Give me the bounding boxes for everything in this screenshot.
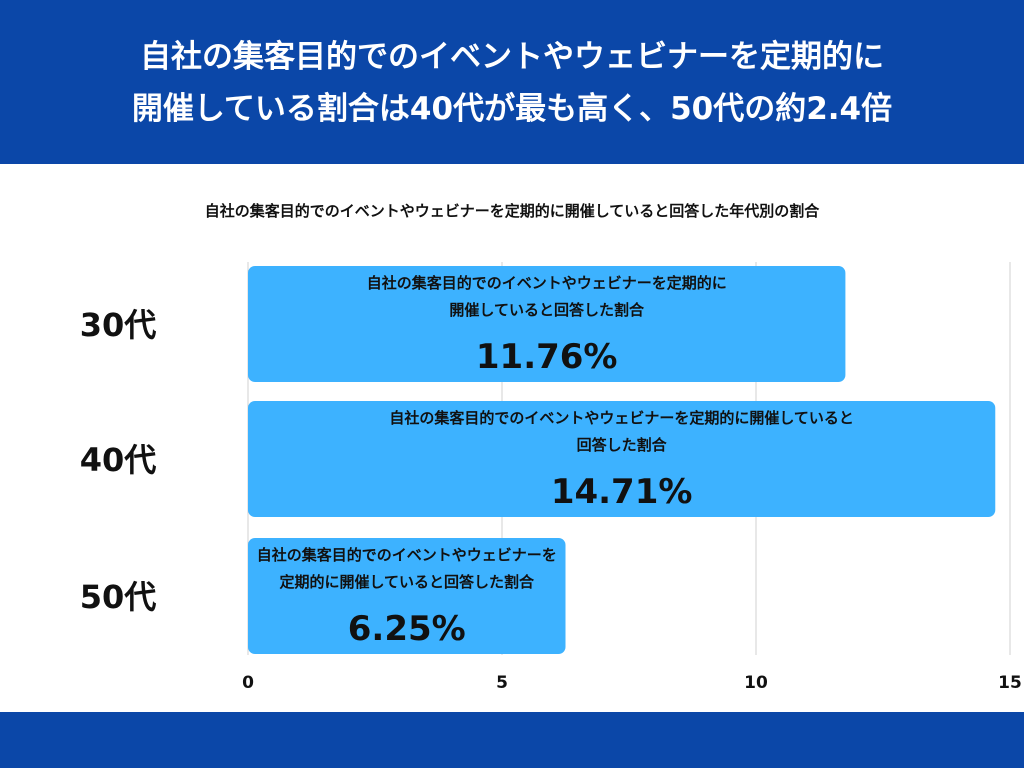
page-title-line-2: 開催している割合は40代が最も高く、50代の約2.4倍 xyxy=(131,91,893,127)
bar xyxy=(248,266,846,382)
bar-text-line: 自社の集客目的でのイベントやウェビナーを xyxy=(257,546,557,564)
chart-title: 自社の集客目的でのイベントやウェビナーを定期的に開催していると回答した年代別の割… xyxy=(204,202,820,220)
header-banner: 自社の集客目的でのイベントやウェビナーを定期的に 開催している割合は40代が最も… xyxy=(0,0,1024,164)
bar xyxy=(248,538,566,654)
footer-banner xyxy=(0,712,1024,768)
x-tick-label: 15 xyxy=(998,673,1022,693)
x-tick-label: 5 xyxy=(496,673,508,693)
bar-text-line: 回答した割合 xyxy=(577,436,668,454)
page-title-line-1: 自社の集客目的でのイベントやウェビナーを定期的に xyxy=(140,39,884,75)
data-label: 11.76% xyxy=(476,337,618,377)
bar-text-line: 開催していると回答した割合 xyxy=(449,301,645,319)
bar-text-line: 定期的に開催していると回答した割合 xyxy=(279,573,535,591)
category-label: 40代 xyxy=(80,441,157,479)
bar xyxy=(248,401,996,517)
x-tick-label: 0 xyxy=(242,673,254,693)
bar-text-line: 自社の集客目的でのイベントやウェビナーを定期的に開催していると xyxy=(389,409,854,427)
category-label: 30代 xyxy=(80,306,157,344)
x-tick-label: 10 xyxy=(744,673,768,693)
data-label: 6.25% xyxy=(348,609,466,649)
data-label: 14.71% xyxy=(551,472,693,512)
category-label: 50代 xyxy=(80,578,157,616)
bar-text-line: 自社の集客目的でのイベントやウェビナーを定期的に xyxy=(367,274,727,292)
